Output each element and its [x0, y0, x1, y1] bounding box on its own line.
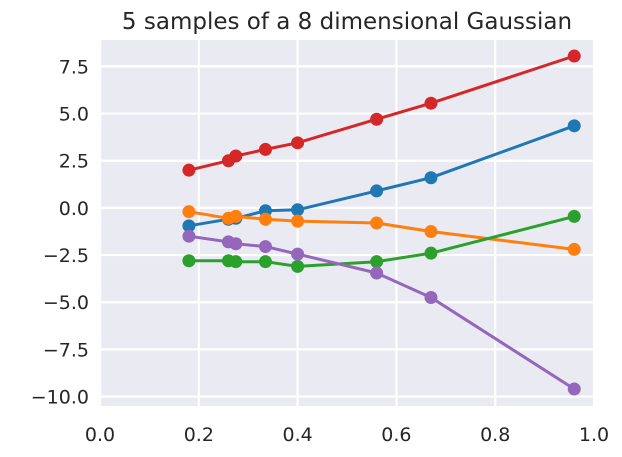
data-point	[424, 96, 438, 110]
data-point	[370, 112, 384, 126]
data-point	[229, 237, 243, 251]
series-group	[182, 49, 581, 396]
data-point	[567, 242, 581, 256]
data-point	[370, 184, 384, 198]
data-point	[182, 229, 196, 243]
data-point	[424, 171, 438, 185]
data-point	[424, 246, 438, 260]
series-2	[182, 205, 581, 256]
data-point	[258, 255, 272, 269]
x-tick-label: 0.0	[85, 424, 115, 446]
x-tick-label: 0.2	[184, 424, 214, 446]
y-tick-label: 2.5	[59, 151, 89, 173]
x-tick-label: 0.8	[480, 424, 510, 446]
series-5	[182, 229, 581, 396]
data-point	[229, 209, 243, 223]
data-point	[370, 266, 384, 280]
x-tick-label: 1.0	[579, 424, 609, 446]
data-point	[424, 224, 438, 238]
data-point	[291, 203, 305, 217]
y-tick-label: −5.0	[43, 292, 89, 314]
chart-title: 5 samples of a 8 dimensional Gaussian	[122, 9, 572, 35]
data-point	[291, 136, 305, 150]
data-point	[370, 216, 384, 230]
y-tick-label: −10.0	[31, 387, 89, 409]
data-point	[258, 240, 272, 254]
data-point	[567, 209, 581, 223]
data-point	[291, 214, 305, 228]
data-point	[291, 259, 305, 273]
y-axis-ticks: 7.5 5.0 2.5 0.0 −2.5 −5.0 −7.5 −10.0	[31, 56, 89, 408]
y-tick-label: 0.0	[59, 198, 89, 220]
data-point	[567, 382, 581, 396]
y-tick-label: −7.5	[43, 339, 89, 361]
y-tick-label: 5.0	[59, 104, 89, 126]
data-point	[258, 212, 272, 226]
data-point	[258, 142, 272, 156]
y-tick-label: −2.5	[43, 245, 89, 267]
y-tick-label: 7.5	[59, 56, 89, 78]
data-point	[182, 219, 196, 233]
data-point	[567, 49, 581, 63]
data-point	[229, 149, 243, 163]
data-point	[182, 254, 196, 268]
series-4	[182, 49, 581, 177]
data-point	[370, 255, 384, 269]
data-point	[567, 119, 581, 133]
x-tick-label: 0.4	[282, 424, 312, 446]
x-axis-ticks: 0.0 0.2 0.4 0.6 0.8 1.0	[85, 424, 609, 446]
data-point	[182, 205, 196, 219]
data-point	[182, 163, 196, 177]
series-3	[182, 209, 581, 273]
data-point	[424, 291, 438, 305]
x-tick-label: 0.6	[381, 424, 411, 446]
data-point	[229, 255, 243, 269]
data-point	[291, 247, 305, 261]
